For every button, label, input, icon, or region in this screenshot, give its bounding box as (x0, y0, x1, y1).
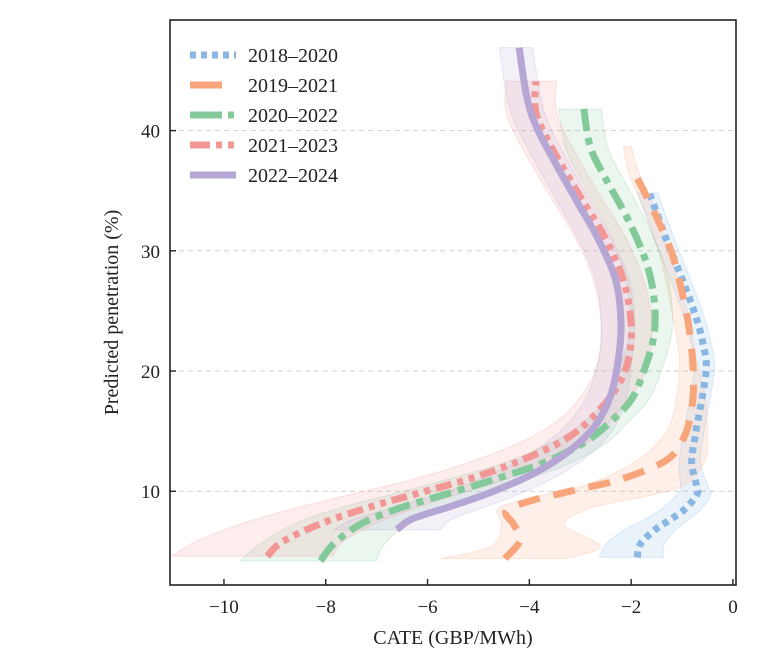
y-axis-ticks: 10 20 30 40 (141, 122, 176, 503)
y-axis-label: Predicted penetration (%) (101, 210, 123, 415)
y-tick-label: 30 (141, 242, 160, 263)
series-line-2020-2022 (317, 108, 659, 564)
x-tick-label: 0 (728, 597, 738, 618)
legend-label: 2019–2021 (248, 75, 338, 97)
band-2020-2022 (238, 108, 674, 562)
y-tick-label: 20 (141, 362, 160, 383)
legend-label: 2021–2023 (248, 135, 338, 157)
x-tick-label: −10 (209, 597, 239, 618)
series-line-2022-2024 (394, 47, 625, 533)
series-lines (264, 47, 710, 564)
plot-frame (169, 19, 737, 586)
x-tick-label: −2 (621, 597, 641, 618)
legend-label: 2022–2024 (248, 165, 338, 187)
x-axis-ticks: −10 −8 −6 −4 −2 0 (209, 579, 738, 618)
x-tick-label: −4 (519, 597, 540, 618)
x-tick-label: −6 (417, 597, 437, 618)
y-tick-label: 40 (141, 122, 160, 143)
x-axis-label: CATE (GBP/MWh) (373, 627, 532, 649)
y-tick-label: 10 (141, 482, 160, 503)
legend-label: 2018–2020 (248, 45, 338, 67)
x-tick-label: −8 (316, 597, 336, 618)
series-line-2019-2021 (502, 167, 698, 561)
legend: 2018–2020 2019–2021 2020–2022 2021–2023 2022… (190, 45, 338, 187)
legend-label: 2020–2022 (248, 105, 338, 127)
band-2018-2020 (598, 192, 716, 558)
